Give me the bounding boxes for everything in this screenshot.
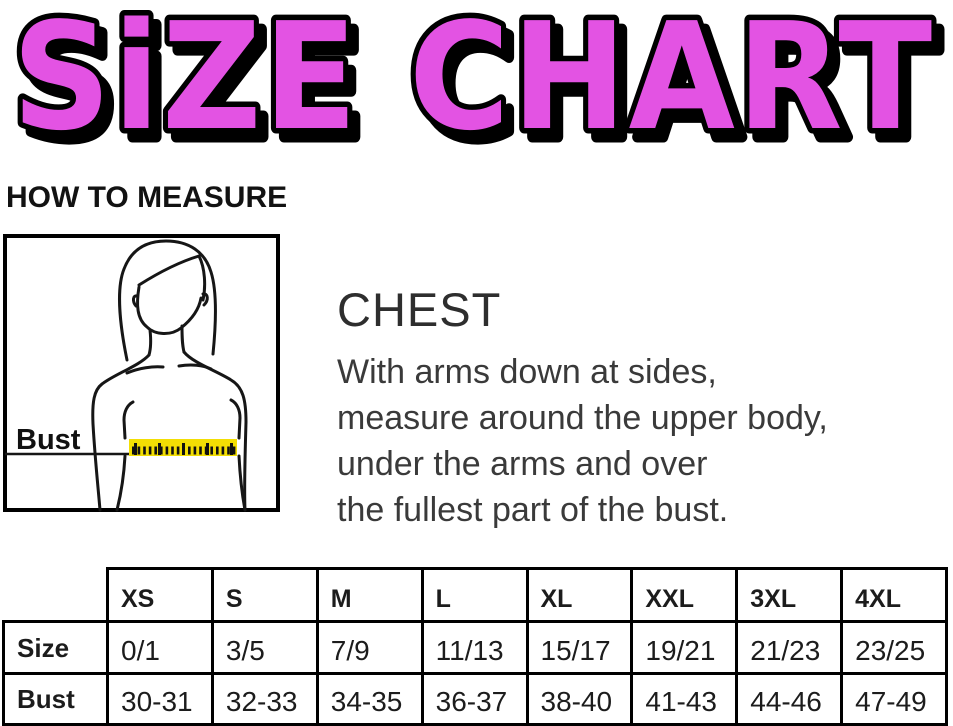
- column-header-s: S: [210, 567, 319, 623]
- bust-value-cell: 30-31: [106, 672, 214, 726]
- chest-heading: CHEST: [337, 283, 502, 336]
- instruction-line: under the arms and over: [337, 445, 708, 483]
- page-title: SiZE CHART: [12, 0, 934, 163]
- size-value-cell: 19/21: [630, 620, 739, 675]
- column-header-l: L: [420, 567, 529, 623]
- bust-label: Bust: [16, 424, 81, 456]
- size-value-cell: 11/13: [420, 620, 529, 675]
- table-header-row: XS S M L XL XXL 3XL 4XL: [3, 567, 948, 623]
- size-row: Size 0/1 3/5 7/9 11/13 15/17 19/21 21/23…: [2, 620, 948, 675]
- size-value-cell: 15/17: [525, 620, 634, 675]
- row-label-bust: Bust: [2, 672, 109, 726]
- column-header-3xl: 3XL: [735, 567, 844, 623]
- bust-value-cell: 41-43: [630, 672, 739, 726]
- size-value-cell: 0/1: [106, 620, 214, 675]
- bust-measure-diagram: Bust: [3, 234, 280, 512]
- bust-value-cell: 47-49: [840, 672, 948, 726]
- bust-row: Bust 30-31 32-33 34-35 36-37 38-40 41-43…: [2, 672, 948, 726]
- chest-instructions: CHEST With arms down at sides, measure a…: [337, 282, 828, 533]
- size-value-cell: 7/9: [315, 620, 424, 675]
- column-header-xxl: XXL: [630, 567, 739, 623]
- instruction-line: With arms down at sides,: [337, 353, 717, 391]
- instruction-line: the fullest part of the bust.: [337, 491, 729, 529]
- bust-value-cell: 44-46: [735, 672, 844, 726]
- column-header-xl: XL: [525, 567, 634, 623]
- how-to-measure-heading: HOW TO MEASURE: [6, 181, 288, 214]
- size-chart-title-art: SiZE CHART: [7, 0, 938, 169]
- table-corner-cell: [3, 568, 108, 622]
- woman-figure-outline: [91, 239, 248, 512]
- instruction-line: measure around the upper body,: [337, 399, 828, 437]
- column-header-4xl: 4XL: [840, 567, 948, 623]
- bust-value-cell: 36-37: [420, 672, 529, 726]
- size-value-cell: 23/25: [840, 620, 948, 675]
- bust-value-cell: 34-35: [315, 672, 424, 726]
- size-table: XS S M L XL XXL 3XL 4XL Size 0/1 3/5 7/9…: [2, 567, 948, 726]
- column-header-xs: XS: [106, 567, 214, 623]
- size-value-cell: 3/5: [210, 620, 319, 675]
- row-label-size: Size: [2, 620, 109, 675]
- size-value-cell: 21/23: [735, 620, 844, 675]
- column-header-m: M: [315, 567, 424, 623]
- bust-value-cell: 32-33: [210, 672, 319, 726]
- diagram-border-box: [3, 234, 280, 512]
- bust-value-cell: 38-40: [525, 672, 634, 726]
